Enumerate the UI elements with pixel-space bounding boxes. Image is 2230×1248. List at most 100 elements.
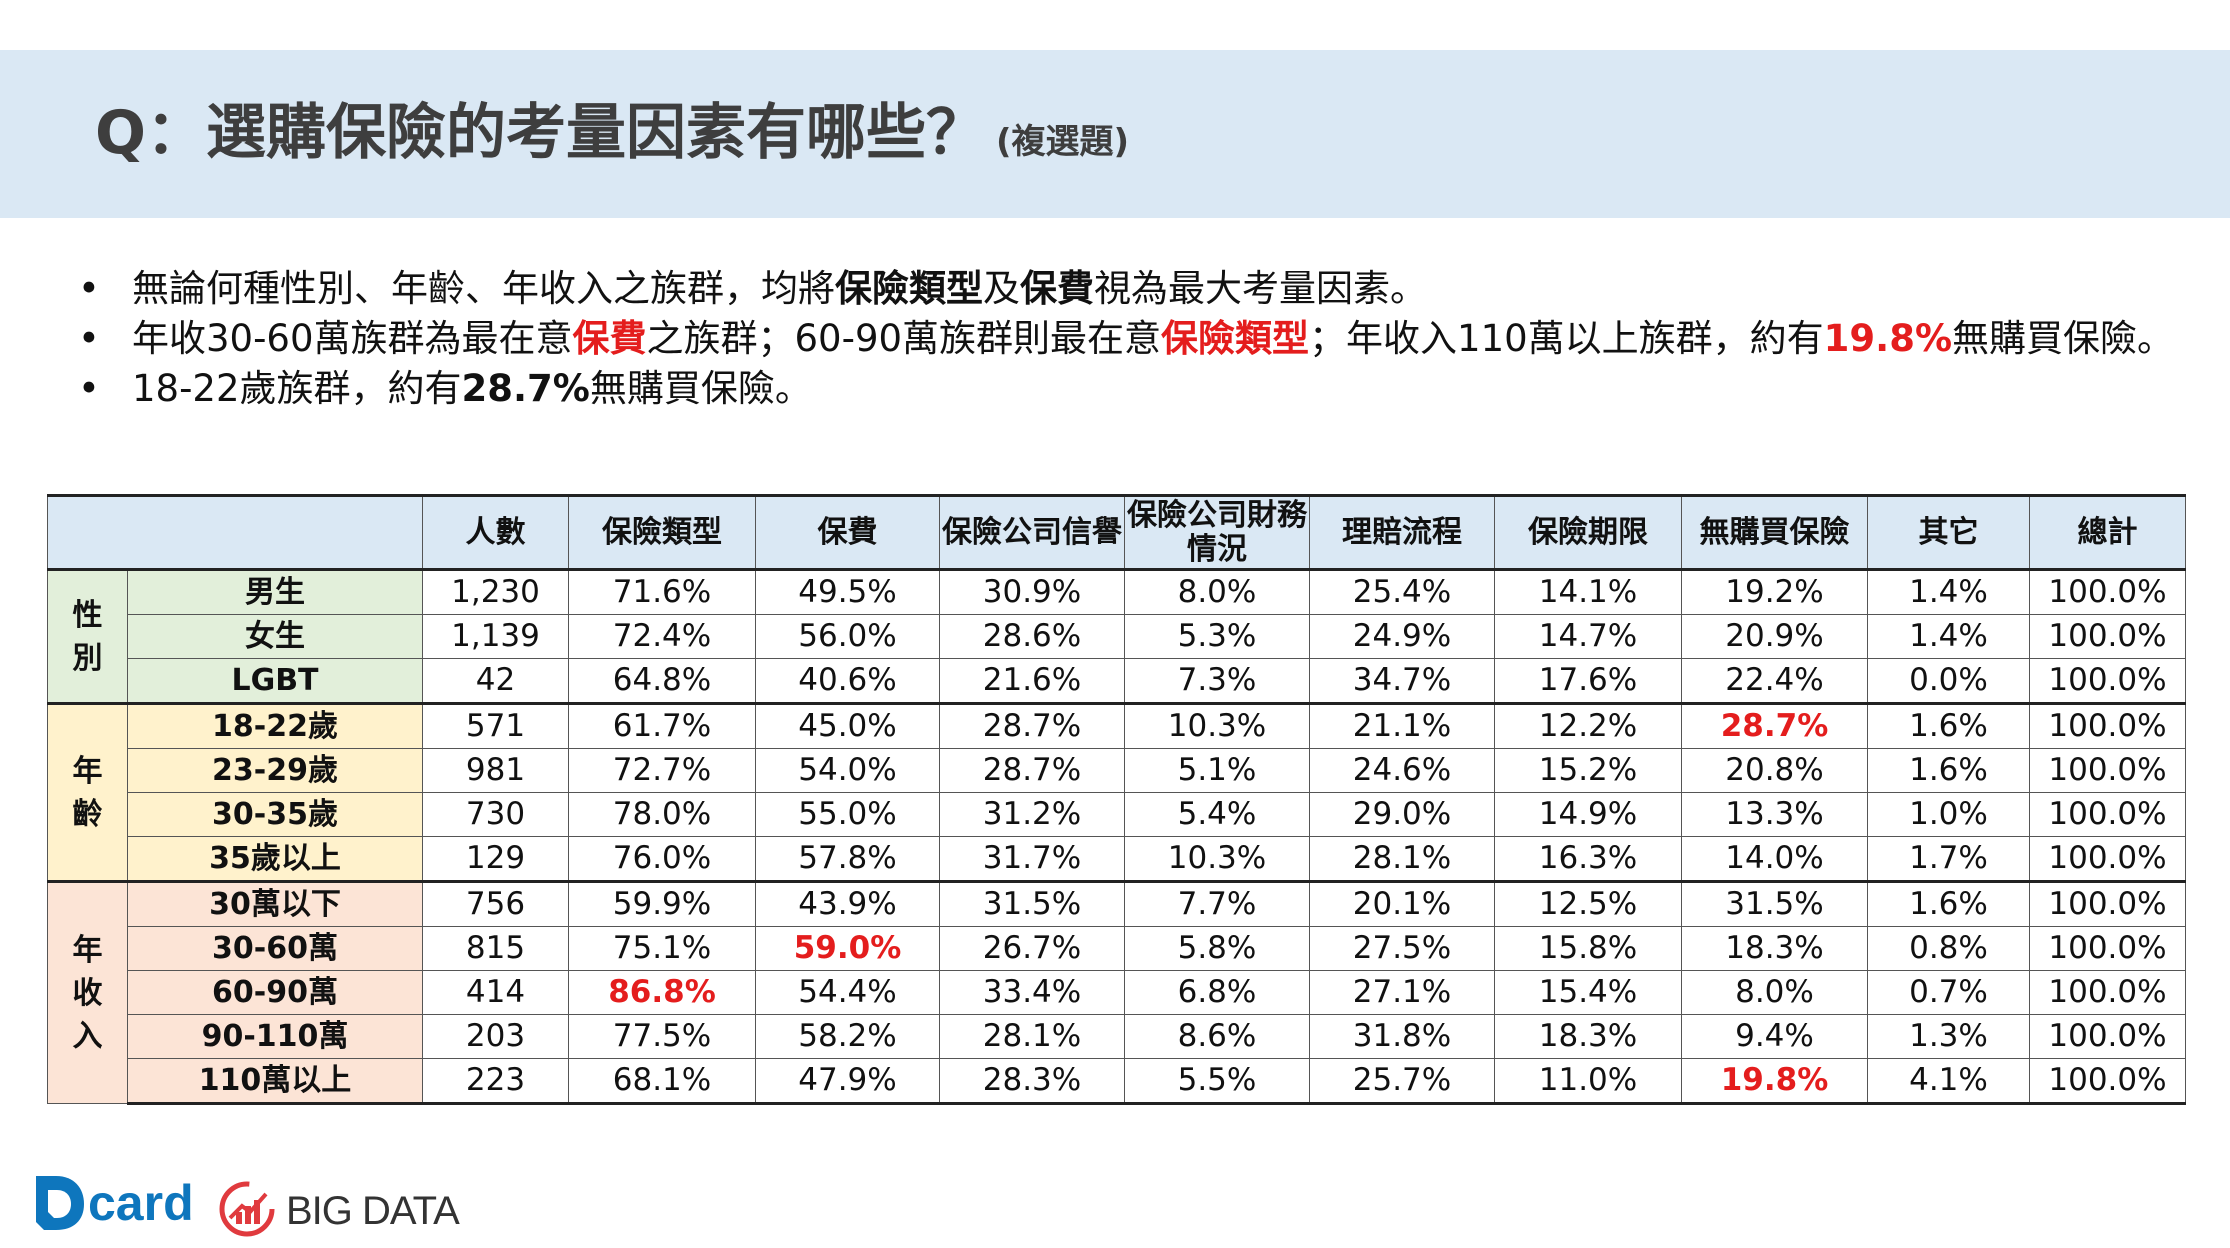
table-cell: 14.7% (1494, 614, 1682, 659)
column-header: 理賠流程 (1309, 494, 1495, 571)
group-label-text: 年齡 (72, 753, 103, 832)
survey-table: 人數 保險類型 保費 保險公司信譽 保險公司財務情況 理賠流程 保險期限 無購買保險 其它 總計 … (47, 494, 2186, 1105)
bullet-text: 無論何種性別、年齡、年收入之族群，均將 (132, 267, 835, 310)
table-cell: 10.3% (1124, 836, 1310, 882)
table-cell: 55.0% (755, 792, 940, 837)
table-cell: 47.9% (755, 1058, 940, 1105)
table-cell: 42 (422, 658, 569, 704)
table-cell: 27.1% (1309, 970, 1495, 1015)
table-row: 110萬以上 223 68.1% 47.9% 28.3% 5.5% 25.7% 11.0% 19… (48, 1058, 2186, 1105)
group-label-text: 性別 (72, 597, 103, 676)
table-cell: 54.0% (755, 748, 940, 793)
table-cell: 75.1% (568, 926, 756, 971)
table-cell: 18.3% (1494, 1014, 1682, 1059)
column-header: 總計 (2029, 494, 2186, 571)
row-label: 男生 (127, 568, 423, 615)
table-cell: 5.8% (1124, 926, 1310, 971)
table-cell: 57.8% (755, 836, 940, 882)
table-row: 23-29歲 981 72.7% 54.0% 28.7% 5.1% 24.6% 15.2% 20… (48, 748, 2186, 793)
table-cell: 19.8% (1681, 1058, 1868, 1105)
table-cell: 100.0% (2029, 1014, 2186, 1059)
bullet-text: 保費 (572, 317, 647, 360)
table-row: 30-60萬 815 75.1% 59.0% 26.7% 5.8% 27.5% 15.8% 18… (48, 926, 2186, 971)
table-cell: 8.0% (1681, 970, 1868, 1015)
table-cell: 7.3% (1124, 658, 1310, 704)
table-cell: 14.1% (1494, 568, 1682, 615)
table-cell: 5.4% (1124, 792, 1310, 837)
bullet-text: 視為最大考量因素。 (1094, 267, 1427, 310)
table-cell: 5.5% (1124, 1058, 1310, 1105)
table-row: 90-110萬 203 77.5% 58.2% 28.1% 8.6% 31.8% 18.3% 9… (48, 1014, 2186, 1059)
table-cell: 129 (422, 836, 569, 882)
table-cell: 24.6% (1309, 748, 1495, 793)
table-cell: 756 (422, 880, 569, 927)
table-cell: 981 (422, 748, 569, 793)
table-cell: 49.5% (755, 568, 940, 615)
table-cell: 414 (422, 970, 569, 1015)
table-cell: 7.7% (1124, 880, 1310, 927)
table-cell: 78.0% (568, 792, 756, 837)
table-cell: 19.2% (1681, 568, 1868, 615)
table-cell: 26.7% (939, 926, 1125, 971)
table-cell: 1.0% (1867, 792, 2030, 837)
column-header: 保費 (755, 494, 940, 571)
dcard-logo-text: card (88, 1175, 194, 1231)
table-cell: 100.0% (2029, 748, 2186, 793)
table-cell: 15.2% (1494, 748, 1682, 793)
table-cell: 12.5% (1494, 880, 1682, 927)
row-label: 18-22歲 (127, 702, 423, 749)
bullet-list: • 無論何種性別、年齡、年收入之族群，均將保險類型及保費視為最大考量因素。 • 年收3… (78, 264, 2178, 414)
table-cell: 28.7% (939, 748, 1125, 793)
table-cell: 223 (422, 1058, 569, 1105)
group-label: 年收入 (47, 880, 128, 1104)
table-row: 60-90萬 414 86.8% 54.4% 33.4% 6.8% 27.1% 15.4% 8.… (48, 970, 2186, 1015)
bigdata-logo: BIG DATA (216, 1178, 476, 1240)
bullet-item: • 18-22歲族群，約有28.7%無購買保險。 (78, 364, 2178, 414)
bullet-dot-icon: • (78, 317, 100, 360)
table-cell: 13.3% (1681, 792, 1868, 837)
table-cell: 1.6% (1867, 748, 2030, 793)
table-cell: 815 (422, 926, 569, 971)
table-cell: 61.7% (568, 702, 756, 749)
table-row: 年齡 18-22歲 571 61.7% 45.0% 28.7% 10.3% 21.1% 12.2… (47, 702, 2186, 882)
table-cell: 1.4% (1867, 614, 2030, 659)
dcard-logo: card (30, 1172, 194, 1234)
table-cell: 28.6% (939, 614, 1125, 659)
row-label: 23-29歲 (127, 748, 423, 793)
table-cell: 1.4% (1867, 568, 2030, 615)
table-cell: 59.9% (568, 880, 756, 927)
row-label: 110萬以上 (127, 1058, 423, 1105)
table-cell: 20.9% (1681, 614, 1868, 659)
bullet-dot-icon: • (78, 367, 100, 410)
table-cell: 24.9% (1309, 614, 1495, 659)
table-cell: 12.2% (1494, 702, 1682, 749)
table-cell: 100.0% (2029, 836, 2186, 882)
table-cell: 1.3% (1867, 1014, 2030, 1059)
bullet-text: 之族群；60-90萬族群則最在意 (646, 317, 1162, 360)
bullet-text: 28.7% (461, 367, 590, 410)
column-header: 保險類型 (568, 494, 756, 571)
table-cell: 54.4% (755, 970, 940, 1015)
bullet-text: 保費 (1020, 267, 1094, 310)
table-cell: 14.9% (1494, 792, 1682, 837)
table-cell: 20.1% (1309, 880, 1495, 927)
bullet-text: 年收30-60萬族群為最在意 (132, 317, 573, 360)
table-cell: 18.3% (1681, 926, 1868, 971)
table-cell: 15.8% (1494, 926, 1682, 971)
row-label: 30-60萬 (127, 926, 423, 971)
table-cell: 571 (422, 702, 569, 749)
table-cell: 22.4% (1681, 658, 1868, 704)
table-cell: 31.8% (1309, 1014, 1495, 1059)
dcard-mark-icon (36, 1176, 84, 1230)
table-cell: 0.7% (1867, 970, 2030, 1015)
table-cell: 68.1% (568, 1058, 756, 1105)
table-cell: 4.1% (1867, 1058, 2030, 1105)
table-cell: 100.0% (2029, 702, 2186, 749)
table-cell: 76.0% (568, 836, 756, 882)
table-row: 年收入 30萬以下 756 59.9% 43.9% 31.5% 7.7% 20.1% 12.5%… (47, 880, 2186, 1104)
column-header: 人數 (422, 494, 569, 571)
table-cell: 34.7% (1309, 658, 1495, 704)
table-cell: 8.0% (1124, 568, 1310, 615)
table-cell: 58.2% (755, 1014, 940, 1059)
table-cell: 100.0% (2029, 926, 2186, 971)
